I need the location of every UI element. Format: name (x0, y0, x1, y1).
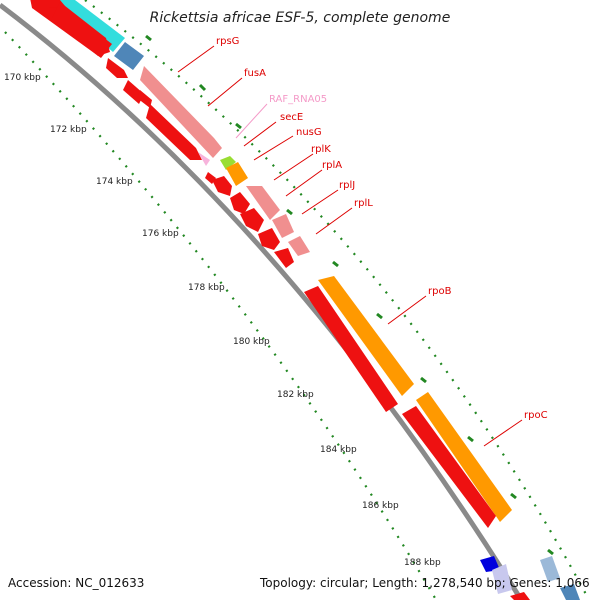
gene-label: rplA (322, 160, 342, 171)
gene-label: rpsG (216, 36, 239, 47)
gene-feature (198, 152, 210, 166)
gene-feature (560, 584, 580, 600)
gene-feature (540, 556, 560, 582)
gene-labels: rpsG fusA RAF_RNA05 secE nusG rplK rplA … (216, 36, 548, 421)
scale-label: 188 kbp (404, 558, 441, 568)
gene-label: rplK (311, 144, 331, 155)
gene-feature (220, 156, 236, 170)
gene-feature (230, 192, 250, 214)
gene-feature (137, 90, 152, 108)
gene-feature (288, 236, 310, 256)
gene-feature (318, 276, 414, 396)
gene-feature (106, 58, 128, 78)
gene-feature (114, 42, 144, 70)
gene-feature (52, 2, 110, 56)
topology-text: Topology: circular; Length: 1,278,540 bp… (259, 576, 590, 590)
gene-label: fusA (244, 68, 266, 79)
scale-label: 174 kbp (96, 177, 133, 187)
gene-features (30, 0, 580, 600)
major-ticks (145, 34, 554, 556)
gene-feature (246, 186, 280, 220)
gene-feature (212, 176, 232, 196)
gene-feature (304, 286, 398, 412)
scale-label: 178 kbp (188, 283, 225, 293)
gene-feature (226, 162, 248, 186)
gene-label: rpoC (524, 410, 548, 421)
map-title: Rickettsia africae ESF-5, complete genom… (150, 10, 451, 26)
genome-backbone (0, 3, 523, 600)
gene-label: rpoB (428, 286, 452, 297)
gene-feature (240, 208, 264, 232)
gene-label: rplL (354, 198, 373, 209)
scale-label: 172 kbp (50, 125, 87, 135)
scale-label: 182 kbp (277, 390, 314, 400)
gene-feature (274, 248, 294, 268)
scale-label: 176 kbp (142, 229, 179, 239)
gene-feature (510, 592, 530, 600)
gene-label: rplJ (339, 180, 355, 191)
gene-feature (140, 66, 222, 158)
scale-label: 186 kbp (362, 501, 399, 511)
scale-label: 170 kbp (4, 73, 41, 83)
scale-arc-outer (4, 31, 436, 599)
gene-feature (146, 104, 202, 160)
gene-feature (258, 228, 280, 250)
accession-text: Accession: NC_012633 (8, 576, 144, 590)
label-leaders (177, 45, 523, 447)
gene-label: secE (280, 112, 303, 123)
gene-feature (492, 564, 512, 594)
gene-feature (480, 556, 500, 572)
gene-feature (416, 392, 512, 522)
gene-label: nusG (296, 127, 322, 138)
scale-labels: 170 kbp 172 kbp 174 kbp 176 kbp 178 kbp … (4, 73, 441, 568)
scale-label: 180 kbp (233, 337, 270, 347)
scale-label: 184 kbp (320, 445, 357, 455)
gene-label: RAF_RNA05 (269, 94, 327, 105)
gene-feature (272, 214, 294, 238)
gene-feature (402, 406, 496, 528)
